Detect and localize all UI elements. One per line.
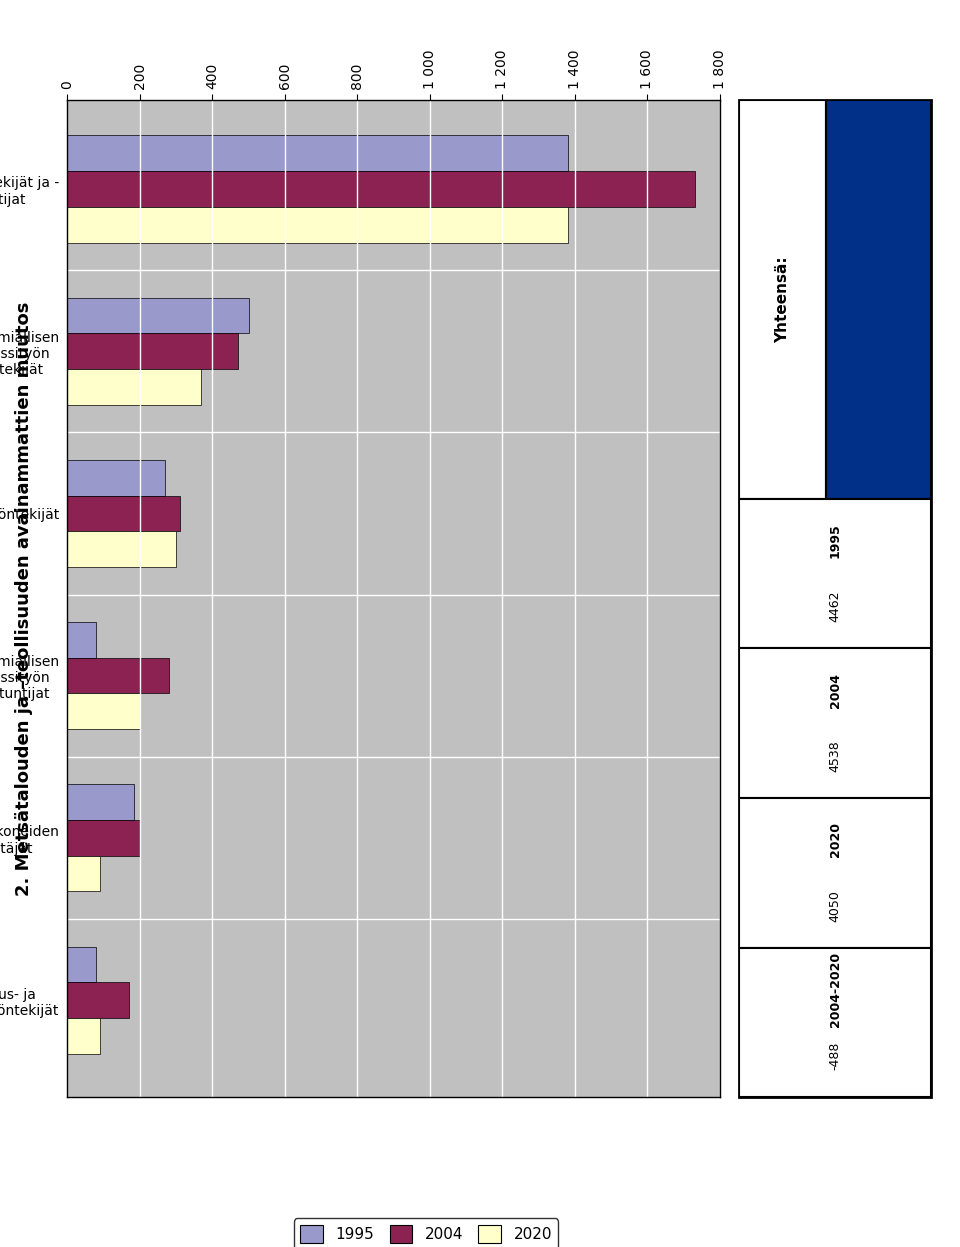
Text: 4538: 4538 (828, 741, 842, 772)
Bar (67, 298, 249, 333)
Bar (67, 460, 165, 495)
Bar (67, 657, 169, 693)
Bar (67, 1018, 100, 1054)
Bar (67, 333, 238, 369)
Text: 2004: 2004 (828, 673, 842, 708)
Bar (826, 100, 931, 499)
Bar (67, 983, 129, 1018)
Text: 2020: 2020 (828, 823, 842, 858)
Bar (739, 948, 931, 1097)
Bar (739, 798, 931, 948)
Bar (67, 369, 202, 405)
Text: 2004-2020: 2004-2020 (828, 951, 842, 1028)
Bar (67, 855, 100, 892)
Text: 4462: 4462 (828, 591, 842, 622)
Bar (739, 100, 826, 499)
Bar (67, 693, 140, 729)
Bar (67, 207, 567, 242)
Bar (739, 648, 931, 798)
Text: 1995: 1995 (828, 524, 842, 559)
Bar (67, 821, 140, 855)
Bar (67, 495, 180, 531)
Bar (67, 784, 134, 821)
Legend: 1995, 2004, 2020: 1995, 2004, 2020 (295, 1218, 558, 1247)
Bar (67, 171, 695, 207)
Bar (67, 136, 567, 171)
Bar (67, 531, 176, 567)
Bar (739, 499, 931, 648)
Bar (67, 946, 96, 983)
Text: Yhteensä:: Yhteensä: (775, 256, 790, 343)
Text: 4050: 4050 (828, 890, 842, 922)
Text: 2. Metsätalouden ja –teollisuuden avainammattien muutos: 2. Metsätalouden ja –teollisuuden avaina… (15, 302, 33, 895)
Text: -488: -488 (828, 1041, 842, 1070)
Bar (67, 622, 96, 657)
